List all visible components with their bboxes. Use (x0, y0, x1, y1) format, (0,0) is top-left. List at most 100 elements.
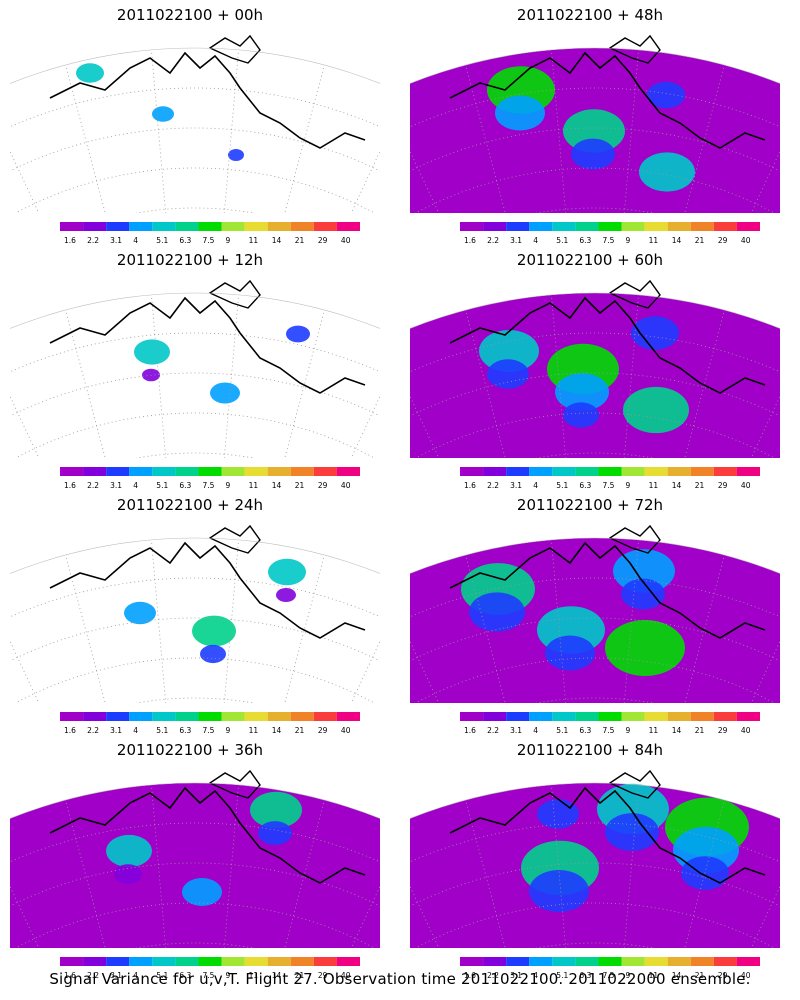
colorbar-label: 11 (249, 236, 259, 245)
colorbar-label: 40 (341, 971, 351, 980)
colorbar-swatch (244, 712, 268, 721)
latitude-gridline (10, 822, 380, 863)
variance-contour (228, 149, 244, 161)
colorbar-swatch (152, 222, 176, 231)
panel-title: 2011022100 + 48h (516, 6, 664, 24)
colorbar-swatch (198, 957, 222, 966)
colorbar-swatch (713, 957, 737, 966)
colorbar-swatch (667, 957, 691, 966)
figure-caption: Signal Variance for u,v,T. Flight 27. Ob… (49, 970, 751, 988)
colorbar: 1.6 2.2 3.1 4 5.1 6.3 7.5 9 11 14 21 29 40 (460, 467, 760, 490)
colorbar-label: 1.6 (64, 971, 76, 980)
colorbar-swatch (244, 467, 268, 476)
colorbar-swatch (736, 957, 760, 966)
variance-contour (268, 558, 306, 586)
latitude-gridline (410, 372, 780, 417)
variance-contour (647, 81, 685, 109)
colorbar-swatch (621, 712, 645, 721)
colorbar-swatch (575, 712, 599, 721)
variance-contour (623, 386, 689, 434)
latitude-gridline (10, 332, 380, 373)
colorbar-label: 9 (626, 726, 631, 735)
map-panel: 2011022100 + 72h 1.6 2.2 3.1 4 5.1 6.3 7.5 9 11 14… (400, 490, 800, 735)
colorbar-label: 6.3 (179, 971, 191, 980)
variance-contour (469, 592, 525, 632)
colorbar-swatch (552, 467, 576, 476)
colorbar-label: 2.2 (87, 971, 99, 980)
colorbar-swatch (644, 222, 668, 231)
colorbar-swatch (690, 957, 714, 966)
colorbar-label: 5.1 (156, 971, 168, 980)
colorbar-swatch (221, 712, 245, 721)
colorbar: 1.6 2.2 3.1 4 5.1 6.3 7.5 9 11 14 21 29 40 (60, 712, 360, 735)
variance-contour (495, 95, 545, 131)
map-panel: 2011022100 + 48h 1.6 2.2 3.1 4 5.1 6.3 7.5 9 11 14… (400, 0, 800, 245)
variance-contour (529, 870, 589, 912)
colorbar-label: 3.1 (510, 971, 522, 980)
colorbar-swatch (552, 712, 576, 721)
variance-contour (571, 138, 615, 170)
coastline (208, 34, 261, 64)
colorbar: 1.6 2.2 3.1 4 5.1 6.3 7.5 9 11 14 21 29 40 (460, 957, 760, 980)
colorbar-label: 7.5 (602, 726, 614, 735)
variance-contour (286, 325, 310, 343)
latitude-gridline (10, 862, 380, 907)
colorbar-label: 7.5 (602, 481, 614, 490)
polar-map (10, 279, 380, 458)
colorbar-swatch (644, 712, 668, 721)
colorbar-swatch (483, 467, 507, 476)
colorbar-swatch (244, 957, 268, 966)
colorbar-swatch (60, 957, 84, 966)
colorbar: 1.6 2.2 3.1 4 5.1 6.3 7.5 9 11 14 21 29 40 (460, 712, 760, 735)
colorbar-swatch (336, 957, 360, 966)
colorbar-swatch (290, 712, 314, 721)
colorbar-swatch (644, 467, 668, 476)
colorbar-swatch (60, 222, 84, 231)
coastline (608, 769, 661, 799)
colorbar-swatch (267, 222, 291, 231)
colorbar-label: 21 (295, 236, 305, 245)
latitude-gridline (14, 902, 376, 948)
colorbar-swatch (460, 712, 484, 721)
latitude-gridline (410, 127, 780, 172)
colorbar-label: 6.3 (579, 236, 591, 245)
colorbar-label: 3.1 (510, 481, 522, 490)
colorbar: 1.6 2.2 3.1 4 5.1 6.3 7.5 9 11 14 21 29 40 (460, 222, 760, 245)
colorbar-label: 14 (272, 481, 282, 490)
colorbar-label: 40 (741, 236, 751, 245)
colorbar-swatch (129, 957, 153, 966)
map-outline (410, 47, 780, 84)
variance-contour (114, 864, 142, 884)
variance-contour (182, 878, 222, 906)
coastline (208, 279, 261, 309)
colorbar-swatch (552, 222, 576, 231)
colorbar-label: 1.6 (64, 236, 76, 245)
colorbar-label: 7.5 (202, 726, 214, 735)
map-outline (410, 292, 780, 329)
latitude-gridline (414, 167, 776, 213)
variance-contour (545, 635, 595, 671)
colorbar-swatch (152, 957, 176, 966)
colorbar-label: 11 (649, 971, 659, 980)
polar-map (10, 769, 380, 948)
map-outline (10, 47, 380, 84)
colorbar-swatch (129, 467, 153, 476)
latitude-gridline (410, 822, 780, 863)
colorbar-swatch (313, 222, 337, 231)
colorbar-swatch (506, 957, 530, 966)
colorbar-swatch (529, 222, 553, 231)
colorbar-swatch (736, 222, 760, 231)
colorbar-label: 14 (272, 236, 282, 245)
variance-contour (631, 316, 679, 350)
colorbar-label: 4 (533, 726, 538, 735)
latitude-gridline (410, 617, 780, 662)
colorbar-label: 9 (626, 481, 631, 490)
map-outline (10, 537, 380, 574)
colorbar-label: 6.3 (579, 971, 591, 980)
colorbar-swatch (267, 957, 291, 966)
colorbar-swatch (506, 222, 530, 231)
latitude-gridline (410, 577, 780, 618)
colorbar-label: 11 (649, 236, 659, 245)
colorbar-label: 1.6 (464, 726, 476, 735)
colorbar-label: 7.5 (202, 971, 214, 980)
